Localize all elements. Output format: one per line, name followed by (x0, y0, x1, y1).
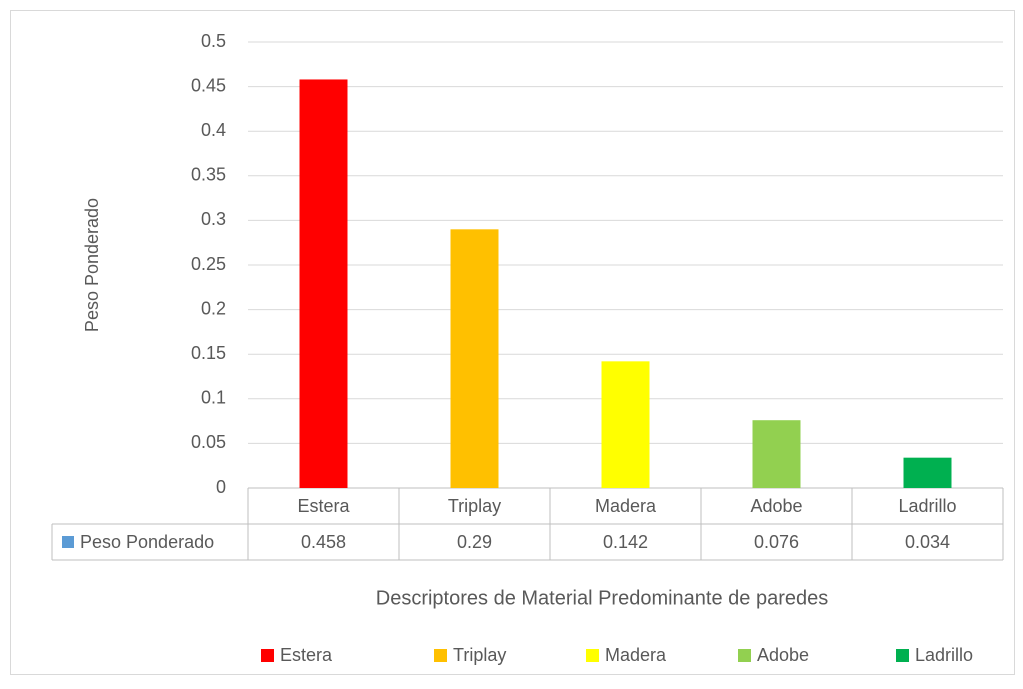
x-tick-label: Estera (297, 496, 350, 516)
bar (299, 79, 348, 489)
y-tick-label: 0.2 (201, 298, 226, 318)
y-tick-label: 0 (216, 477, 226, 497)
bar (450, 229, 499, 488)
y-tick-label: 0.3 (201, 209, 226, 229)
legend-swatch (434, 649, 447, 662)
y-tick-label: 0.4 (201, 120, 226, 140)
table-value: 0.29 (457, 532, 492, 552)
y-tick-label: 0.25 (191, 254, 226, 274)
y-axis-label: Peso Ponderado (82, 198, 102, 332)
legend-key (62, 536, 74, 548)
x-axis-label: Descriptores de Material Predominante de… (376, 587, 828, 609)
legend-label: Madera (605, 645, 667, 665)
y-tick-label: 0.1 (201, 388, 226, 408)
bar (601, 361, 650, 488)
x-tick-label: Triplay (448, 496, 501, 516)
legend-swatch (261, 649, 274, 662)
y-tick-label: 0.05 (191, 432, 226, 452)
x-tick-label: Ladrillo (898, 496, 956, 516)
y-tick-label: 0.35 (191, 165, 226, 185)
y-tick-label: 0.5 (201, 31, 226, 51)
x-tick-label: Adobe (750, 496, 802, 516)
table-value: 0.458 (301, 532, 346, 552)
y-tick-label: 0.15 (191, 343, 226, 363)
bar (752, 420, 801, 488)
legend-label: Adobe (757, 645, 809, 665)
legend-swatch (896, 649, 909, 662)
x-tick-label: Madera (595, 496, 657, 516)
bar (903, 457, 952, 488)
legend-label: Estera (280, 645, 333, 665)
table-series-name: Peso Ponderado (80, 532, 214, 552)
y-tick-label: 0.45 (191, 75, 226, 95)
table-value: 0.142 (603, 532, 648, 552)
table-value: 0.034 (905, 532, 950, 552)
legend-swatch (738, 649, 751, 662)
chart-border (10, 10, 1015, 675)
table-value: 0.076 (754, 532, 799, 552)
legend-label: Triplay (453, 645, 506, 665)
legend-label: Ladrillo (915, 645, 973, 665)
legend-swatch (586, 649, 599, 662)
